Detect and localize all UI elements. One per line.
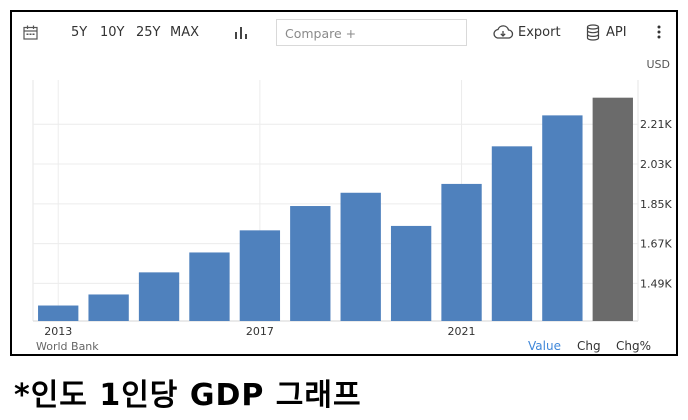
x-tick-label: 2013 (44, 325, 72, 336)
cloud-download-icon[interactable] (492, 25, 514, 41)
tab-chg[interactable]: Chg (577, 339, 601, 353)
y-axis-labels: 1.49K 1.67K 1.85K 2.03K 2.21K (640, 118, 672, 290)
x-tick-label: 2021 (448, 325, 476, 336)
currency-unit-label: USD (646, 58, 670, 71)
x-axis-labels: 2013 2017 2021 (44, 325, 475, 336)
compare-box (276, 19, 467, 46)
range-5y-button[interactable]: 5Y (71, 25, 88, 40)
bar-2016[interactable] (189, 252, 230, 321)
bar-2013[interactable] (38, 305, 79, 321)
bar-2020[interactable] (390, 225, 432, 321)
range-10y-button[interactable]: 10Y (100, 25, 125, 40)
bars (38, 97, 633, 321)
api-button[interactable]: API (606, 25, 627, 40)
x-tick-label: 2017 (246, 325, 274, 336)
y-tick-label: 1.67K (640, 238, 672, 251)
chart-widget: 5Y 10Y 25Y MAX Export API (10, 10, 678, 356)
bar-2018[interactable] (290, 206, 331, 321)
bar-2014[interactable] (88, 294, 129, 321)
toolbar: 5Y 10Y 25Y MAX Export API (12, 12, 676, 54)
bar-2022[interactable] (491, 146, 533, 321)
range-max-button[interactable]: MAX (170, 25, 200, 40)
calendar-icon[interactable] (23, 25, 38, 40)
bar-2023[interactable] (542, 115, 583, 321)
more-vertical-icon[interactable] (656, 24, 662, 40)
bar-2019[interactable] (340, 192, 381, 321)
bar-chart-icon[interactable] (234, 26, 248, 40)
export-button[interactable]: Export (518, 25, 561, 40)
tab-value[interactable]: Value (528, 339, 561, 353)
y-tick-label: 2.03K (640, 158, 672, 171)
bar-2015[interactable] (138, 272, 180, 321)
database-icon[interactable] (586, 24, 600, 41)
compare-input[interactable] (285, 21, 465, 45)
caption: *인도 1인당 GDP 그래프 (14, 378, 362, 413)
tab-chg-percent[interactable]: Chg% (616, 339, 652, 353)
y-tick-label: 1.85K (640, 198, 672, 211)
bar-2024[interactable] (592, 97, 633, 321)
range-25y-button[interactable]: 25Y (136, 25, 161, 40)
y-tick-label: 2.21K (640, 118, 672, 131)
source-label: World Bank (36, 340, 99, 353)
y-tick-label: 1.49K (640, 277, 672, 290)
bar-2021[interactable] (441, 183, 482, 321)
bar-2017[interactable] (239, 230, 281, 321)
